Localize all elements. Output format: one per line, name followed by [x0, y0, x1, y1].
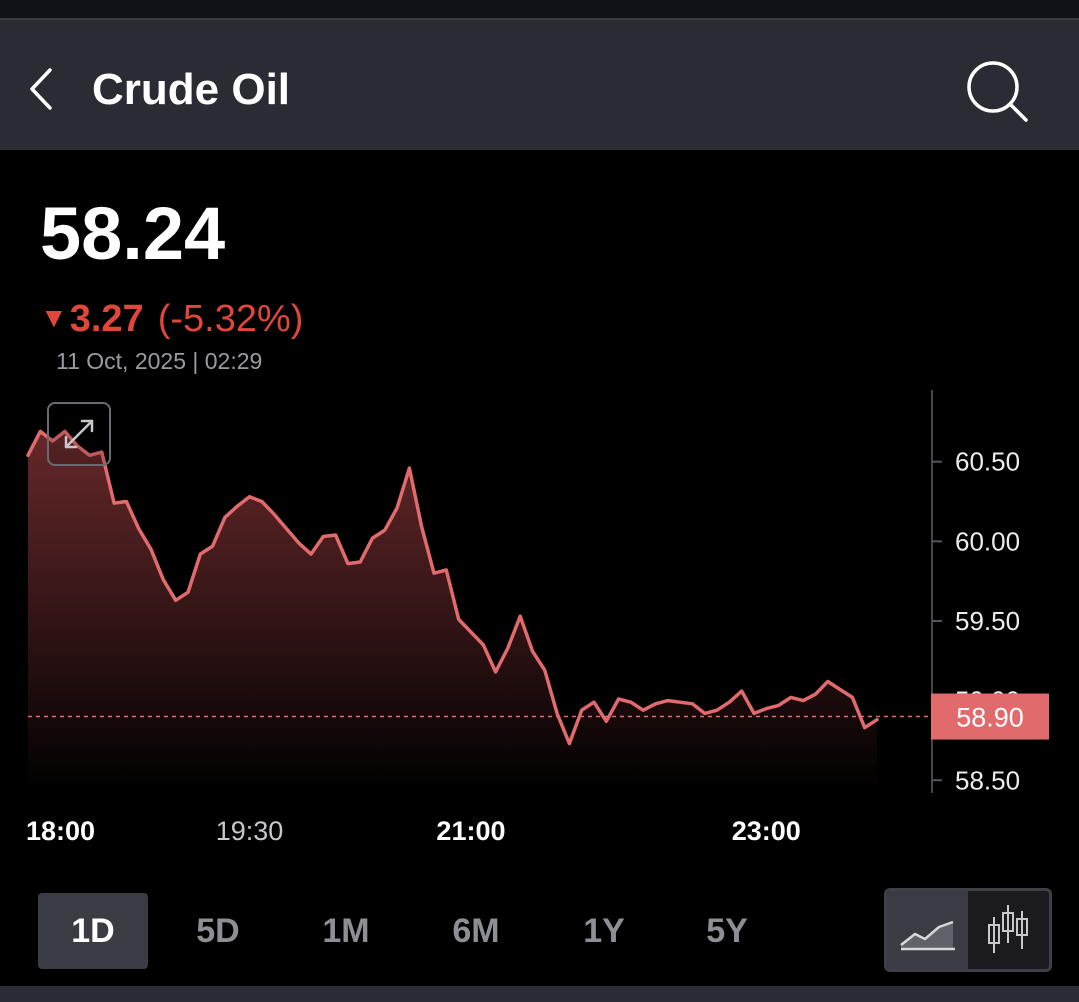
range-5d-button[interactable]: 5D — [196, 912, 240, 950]
current-price: 58.24 — [40, 192, 226, 275]
range-selector: 1D 5D 1M 6M 1Y 5Y — [0, 893, 880, 971]
bottom-bar — [0, 986, 1079, 1002]
x-tick-label: 18:00 — [26, 816, 95, 846]
change-absolute: 3.27 — [69, 298, 144, 340]
x-tick-label: 21:00 — [436, 816, 505, 846]
status-strip — [0, 0, 1079, 18]
last-price-marker — [931, 693, 1049, 740]
price-change: ▼3.27 (-5.32%) — [40, 293, 303, 343]
chevron-left-icon — [30, 68, 52, 110]
quote-timestamp: 11 Oct, 2025 | 02:29 — [56, 348, 263, 374]
area-fill — [28, 431, 877, 793]
range-5y-button[interactable]: 5Y — [706, 912, 748, 950]
back-button[interactable] — [22, 64, 62, 114]
search-icon — [967, 61, 1028, 122]
expand-chart-button[interactable] — [47, 402, 111, 466]
range-1y-button[interactable]: 1Y — [583, 912, 625, 950]
app-header: Crude Oil — [0, 18, 1079, 150]
y-tick-label: 58.50 — [955, 765, 1020, 795]
x-tick-label: 19:30 — [216, 816, 284, 846]
x-tick-label: 23:00 — [732, 816, 801, 846]
range-1d-button[interactable]: 1D — [38, 893, 148, 969]
range-6m-button[interactable]: 6M — [452, 912, 500, 950]
page-title: Crude Oil — [92, 65, 291, 114]
y-tick-label: 59.50 — [955, 606, 1020, 636]
last-price-label: 58.90 — [956, 703, 1024, 733]
candlestick-chart-icon — [988, 905, 1028, 953]
range-1m-button[interactable]: 1M — [322, 912, 370, 950]
price-line — [26, 429, 879, 746]
y-tick-label: 60.50 — [955, 447, 1020, 477]
line-chart-button[interactable] — [887, 891, 968, 969]
line-chart-icon — [900, 920, 955, 951]
change-percent: (-5.32%) — [157, 298, 304, 340]
expand-icon — [64, 419, 94, 449]
down-arrow-icon: ▼ — [40, 302, 68, 333]
chart-type-toggle — [884, 888, 1052, 972]
candlestick-chart-button[interactable] — [968, 891, 1049, 969]
search-button[interactable] — [962, 56, 1032, 126]
y-tick-label: 60.00 — [955, 526, 1020, 556]
